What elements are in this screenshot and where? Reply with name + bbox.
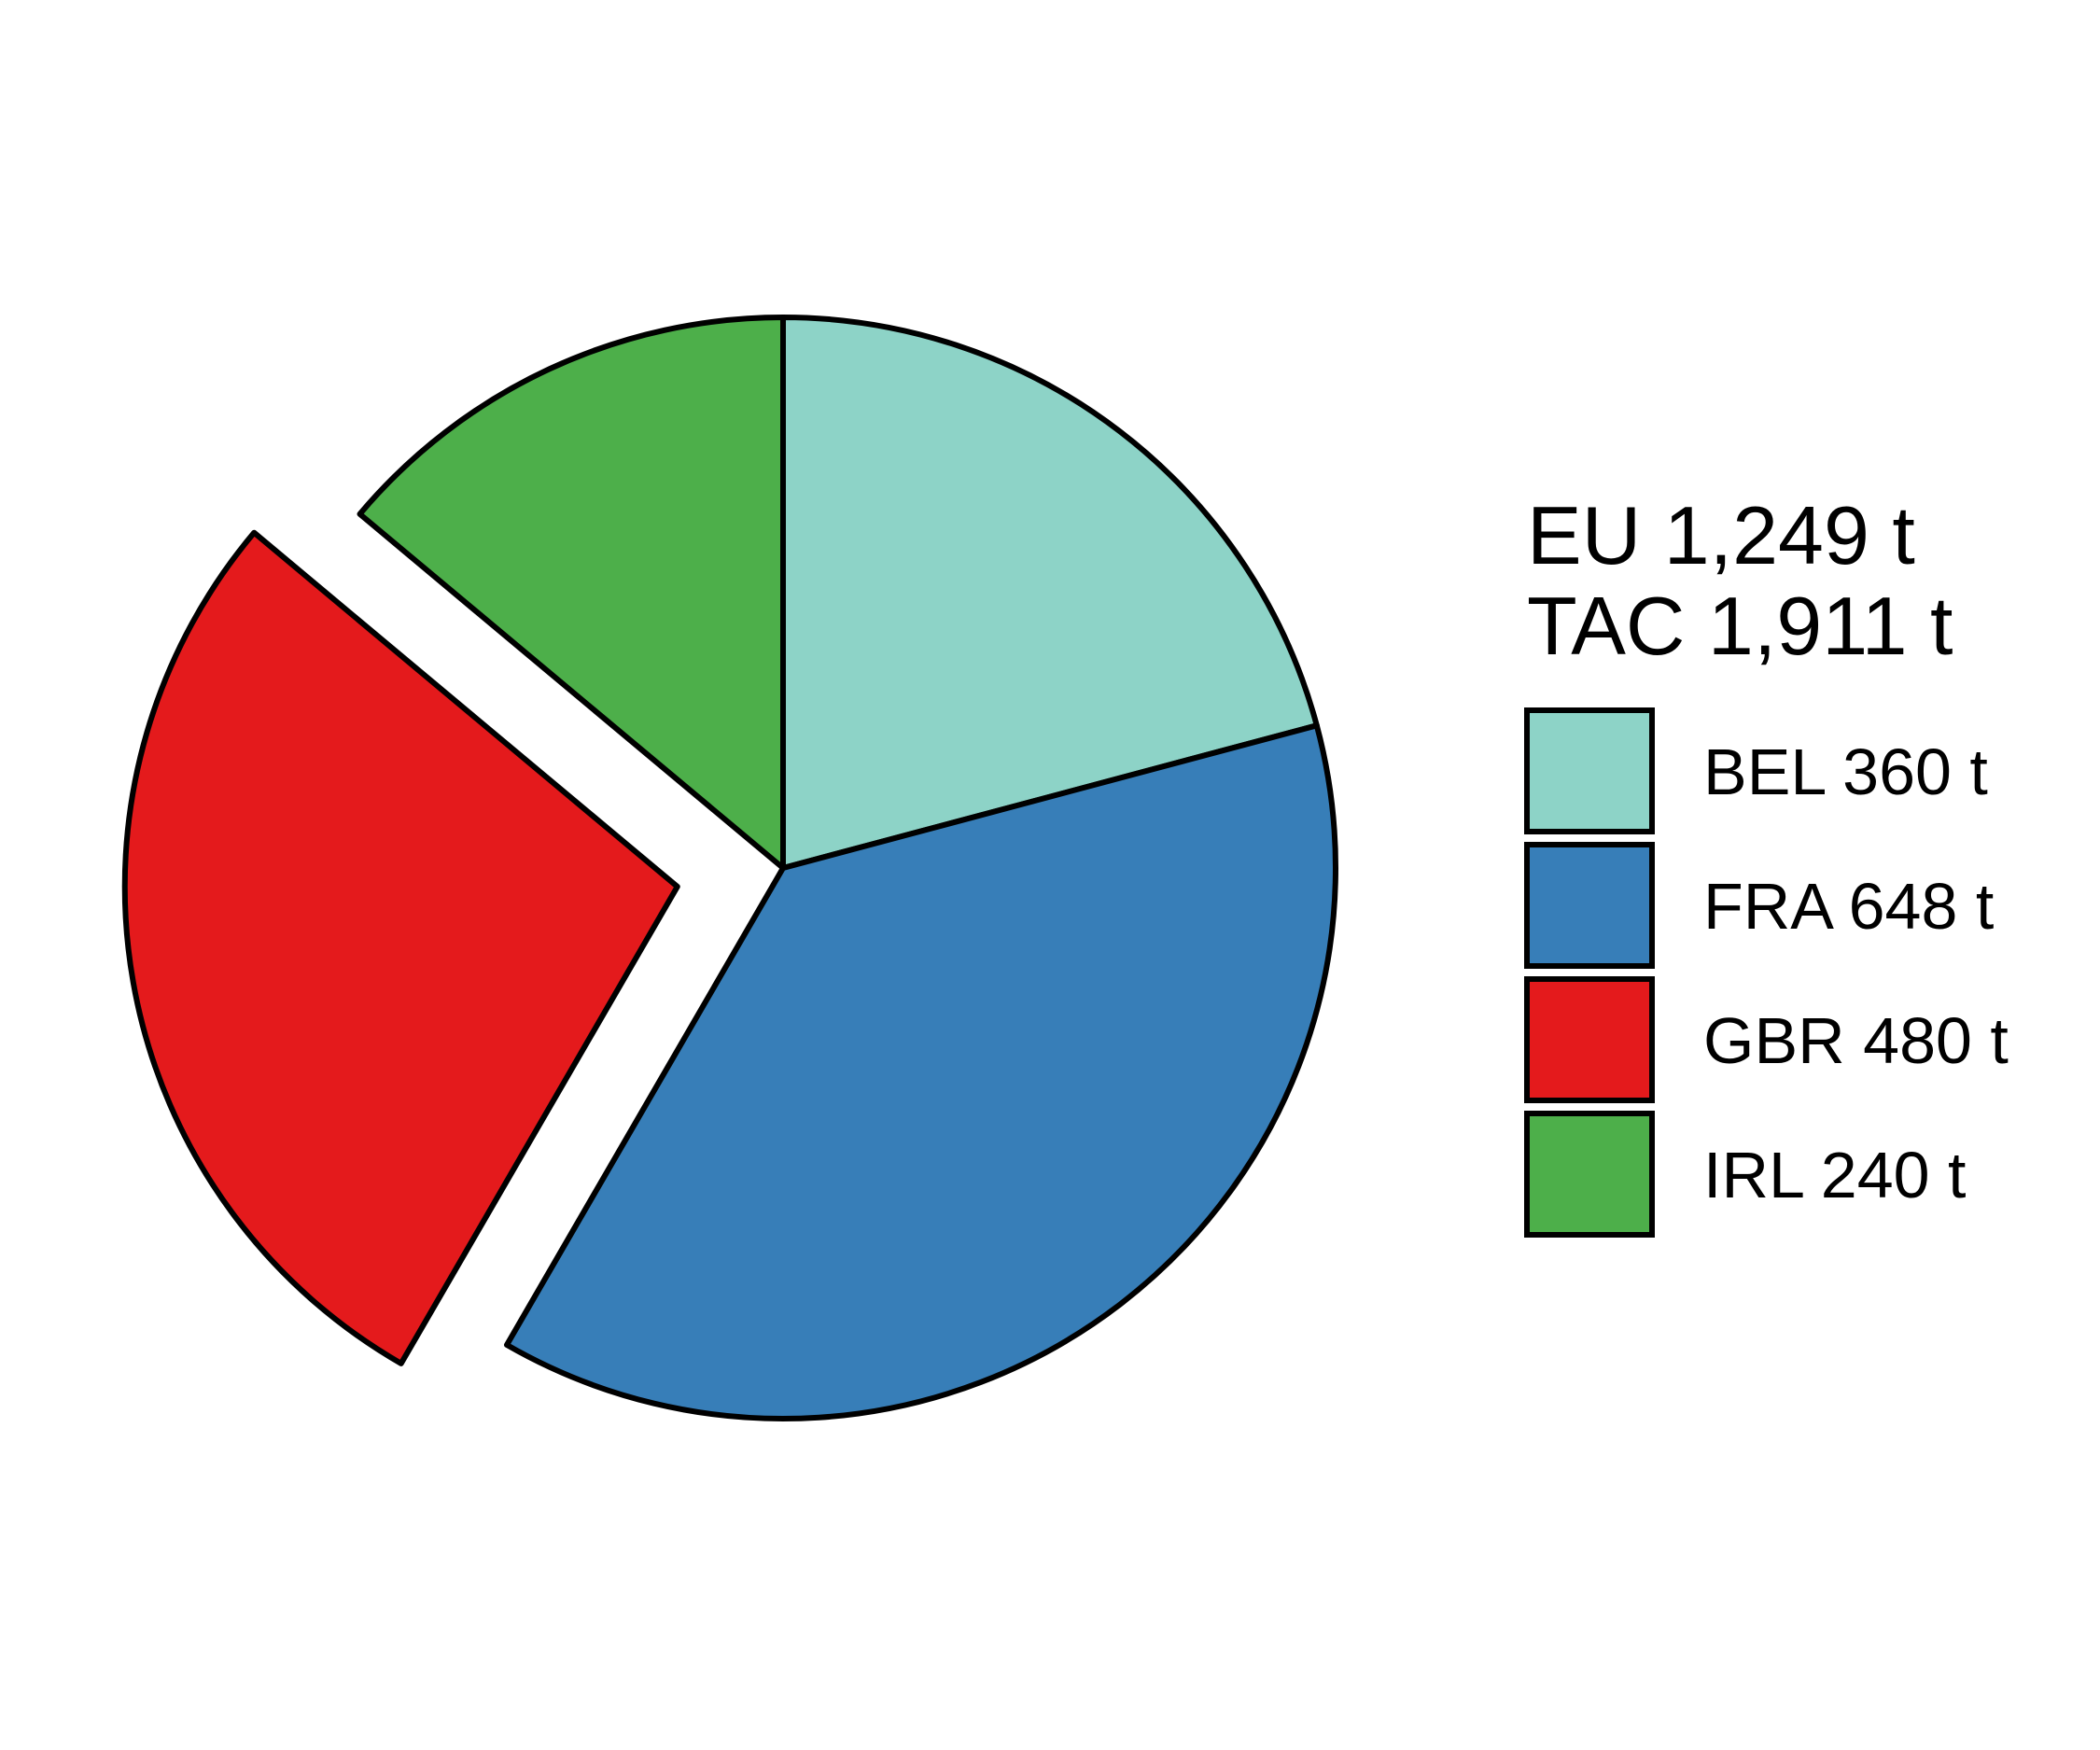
legend-swatch-fra — [1524, 842, 1655, 969]
legend-label-fra: FRA 648 t — [1703, 870, 1994, 943]
legend-heading-eu: EU 1,249 t — [1527, 489, 1915, 581]
legend-swatch-gbr — [1524, 976, 1655, 1103]
pie-slice-bel — [780, 315, 1320, 871]
legend-swatch-irl — [1524, 1111, 1655, 1238]
legend-label-irl: IRL 240 t — [1703, 1139, 1966, 1211]
legend-label-gbr: GBR 480 t — [1703, 1004, 2009, 1077]
legend: EU 1,249 t TAC 1,911 t BEL 360 t FRA 648 … — [1524, 489, 2009, 1238]
legend-items: BEL 360 t FRA 648 t GBR 480 t IRL 240 t — [1524, 707, 2009, 1238]
pie-slices — [121, 315, 1338, 1421]
pie-slice-fra — [504, 722, 1338, 1421]
pie-slice-gbr — [121, 529, 680, 1366]
legend-label-bel: BEL 360 t — [1703, 735, 1988, 808]
legend-swatch-bel — [1524, 707, 1655, 834]
pie-slice-irl — [357, 315, 786, 871]
legend-heading-tac: TAC 1,911 t — [1527, 580, 1953, 672]
